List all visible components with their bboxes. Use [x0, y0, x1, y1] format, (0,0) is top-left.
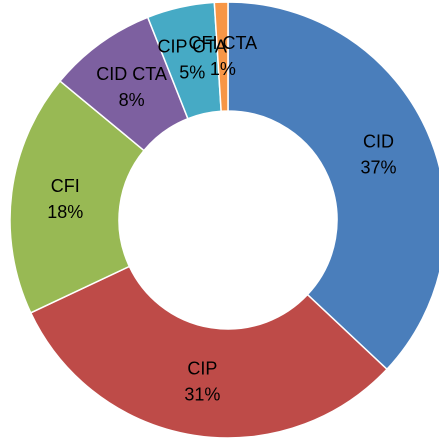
slice — [227, 1, 439, 371]
slice-value-label: 31% — [184, 385, 220, 405]
slice-label: CIP — [187, 359, 217, 379]
slice-value-label: 37% — [360, 158, 396, 178]
slice-label: CID — [363, 132, 394, 152]
slice — [213, 1, 229, 113]
slice-value-label: 5% — [179, 63, 205, 83]
slice-label: CIP CTA — [158, 37, 227, 57]
slice-label: CFI CTA — [189, 33, 258, 53]
slice — [29, 265, 388, 439]
slice — [9, 79, 146, 314]
slice-value-label: 8% — [119, 90, 145, 110]
slice-value-label: 1% — [210, 59, 236, 79]
slice-label: CFI — [51, 176, 80, 196]
slice-label: CID CTA — [96, 64, 167, 84]
slice-value-label: 18% — [47, 202, 83, 222]
